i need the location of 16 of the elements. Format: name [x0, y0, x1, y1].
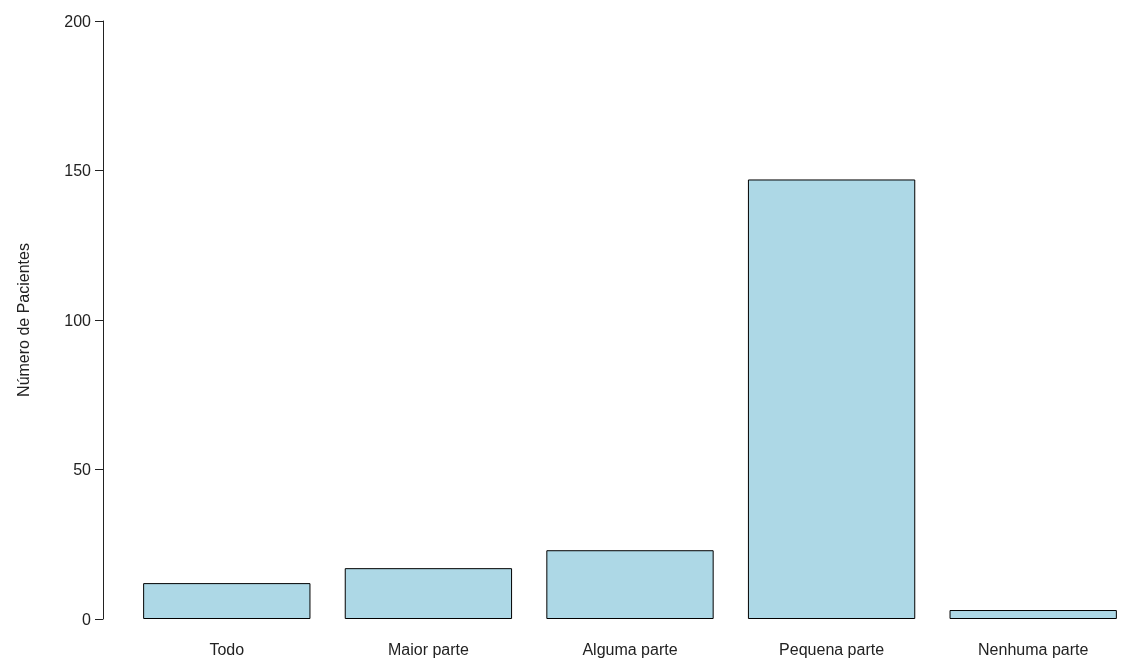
y-axis-title: Número de Pacientes: [14, 243, 32, 397]
y-tick-label: 0: [82, 610, 92, 628]
bar: [143, 583, 311, 619]
x-tick-label: Pequena parte: [779, 640, 885, 658]
bar: [747, 179, 916, 619]
x-tick-label: Nenhuma parte: [978, 640, 1089, 658]
x-tick-label: Todo: [209, 640, 245, 658]
y-tick-label: 200: [64, 12, 92, 30]
y-tick-label: 50: [73, 461, 92, 478]
x-tick-label: Alguma parte: [582, 640, 678, 658]
bar: [949, 610, 1117, 619]
y-tick-label: 150: [64, 162, 92, 179]
x-tick-label: Maior parte: [387, 640, 469, 658]
bar: [344, 568, 513, 619]
y-tick-label: 100: [64, 311, 92, 329]
bar: [546, 550, 714, 619]
